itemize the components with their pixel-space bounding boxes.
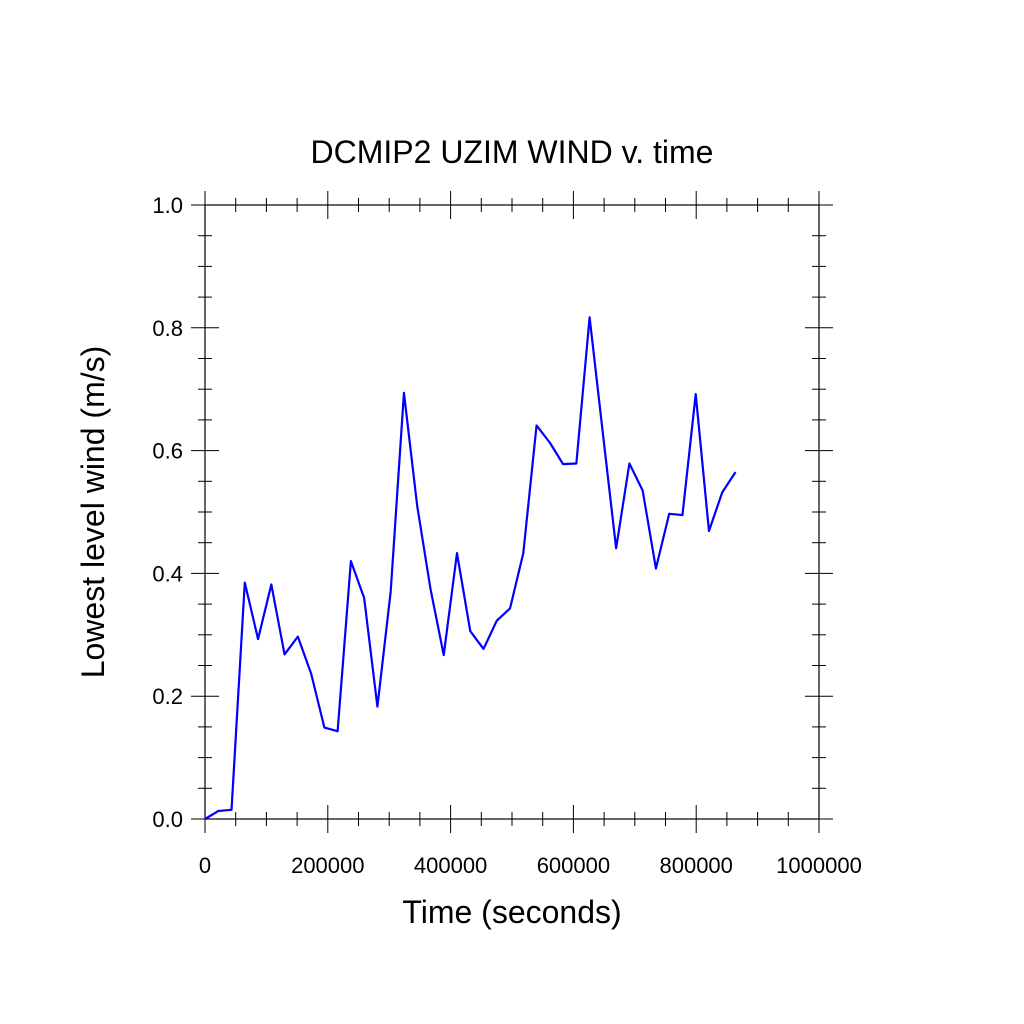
axis-ticks — [191, 191, 833, 833]
y-tick-label: 0.6 — [152, 439, 183, 464]
x-tick-label: 600000 — [537, 853, 610, 878]
x-tick-label: 400000 — [414, 853, 487, 878]
axis-tick-labels: 0 200000 400000 600000 800000 1000000 0.0 0.2 0.… — [152, 193, 861, 878]
y-tick-label: 0.8 — [152, 316, 183, 341]
x-tick-label: 0 — [199, 853, 211, 878]
y-tick-label: 1.0 — [152, 193, 183, 218]
x-tick-label: 800000 — [659, 853, 732, 878]
x-axis-label: Time (seconds) — [402, 894, 621, 930]
x-tick-label: 1000000 — [776, 853, 862, 878]
y-tick-label: 0.4 — [152, 561, 183, 586]
chart-title: DCMIP2 UZIM WIND v. time — [311, 134, 714, 170]
y-tick-label: 0.2 — [152, 684, 183, 709]
data-series — [204, 316, 737, 820]
plot-frame — [204, 204, 820, 820]
y-tick-label: 0.0 — [152, 807, 183, 832]
wind-series-line — [204, 316, 737, 820]
x-tick-label: 200000 — [291, 853, 364, 878]
y-axis-label: Lowest level wind (m/s) — [75, 346, 111, 679]
